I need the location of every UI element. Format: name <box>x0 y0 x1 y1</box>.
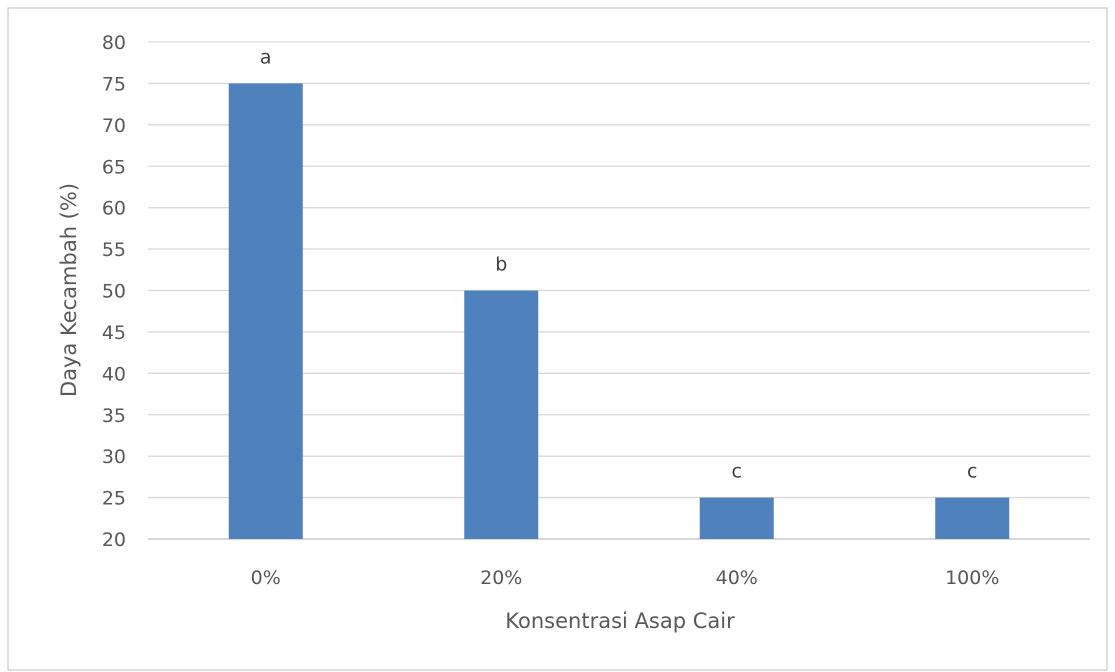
y-tick-label: 20 <box>102 529 126 551</box>
bar-40pct <box>699 497 774 539</box>
y-tick-label: 25 <box>102 488 126 510</box>
data-label: a <box>260 46 272 68</box>
bar-0pct <box>228 83 303 540</box>
y-tick-label: 75 <box>102 73 126 95</box>
y-tick-label: 30 <box>102 446 126 468</box>
y-tick-label: 70 <box>102 115 126 137</box>
y-tick-label: 40 <box>102 363 126 385</box>
y-tick-label: 50 <box>102 281 126 303</box>
y-axis-ticks: 20 25 30 35 40 45 50 55 60 65 70 75 80 <box>102 32 126 551</box>
gridlines <box>148 41 1090 540</box>
bar-100pct <box>935 497 1010 539</box>
chart-border <box>7 7 1108 671</box>
y-tick-label: 45 <box>102 322 126 344</box>
bars <box>228 83 1010 540</box>
x-tick-label: 40% <box>716 567 758 589</box>
y-tick-label: 80 <box>102 32 126 54</box>
data-label: c <box>732 461 742 483</box>
y-tick-label: 65 <box>102 156 126 178</box>
x-tick-label: 0% <box>251 567 281 589</box>
x-tick-label: 100% <box>945 567 999 589</box>
data-labels: a b c c <box>260 46 978 482</box>
x-tick-label: 20% <box>480 567 522 589</box>
data-label: c <box>967 461 977 483</box>
data-label: b <box>495 254 507 276</box>
y-tick-label: 35 <box>102 405 126 427</box>
bar-20pct <box>464 290 539 539</box>
y-tick-label: 60 <box>102 198 126 220</box>
x-axis-title: Konsentrasi Asap Cair <box>505 609 735 633</box>
x-axis-ticks: 0% 20% 40% 100% <box>251 567 1000 589</box>
y-axis-title: Daya Kecambah (%) <box>57 183 81 397</box>
y-tick-label: 55 <box>102 239 126 261</box>
